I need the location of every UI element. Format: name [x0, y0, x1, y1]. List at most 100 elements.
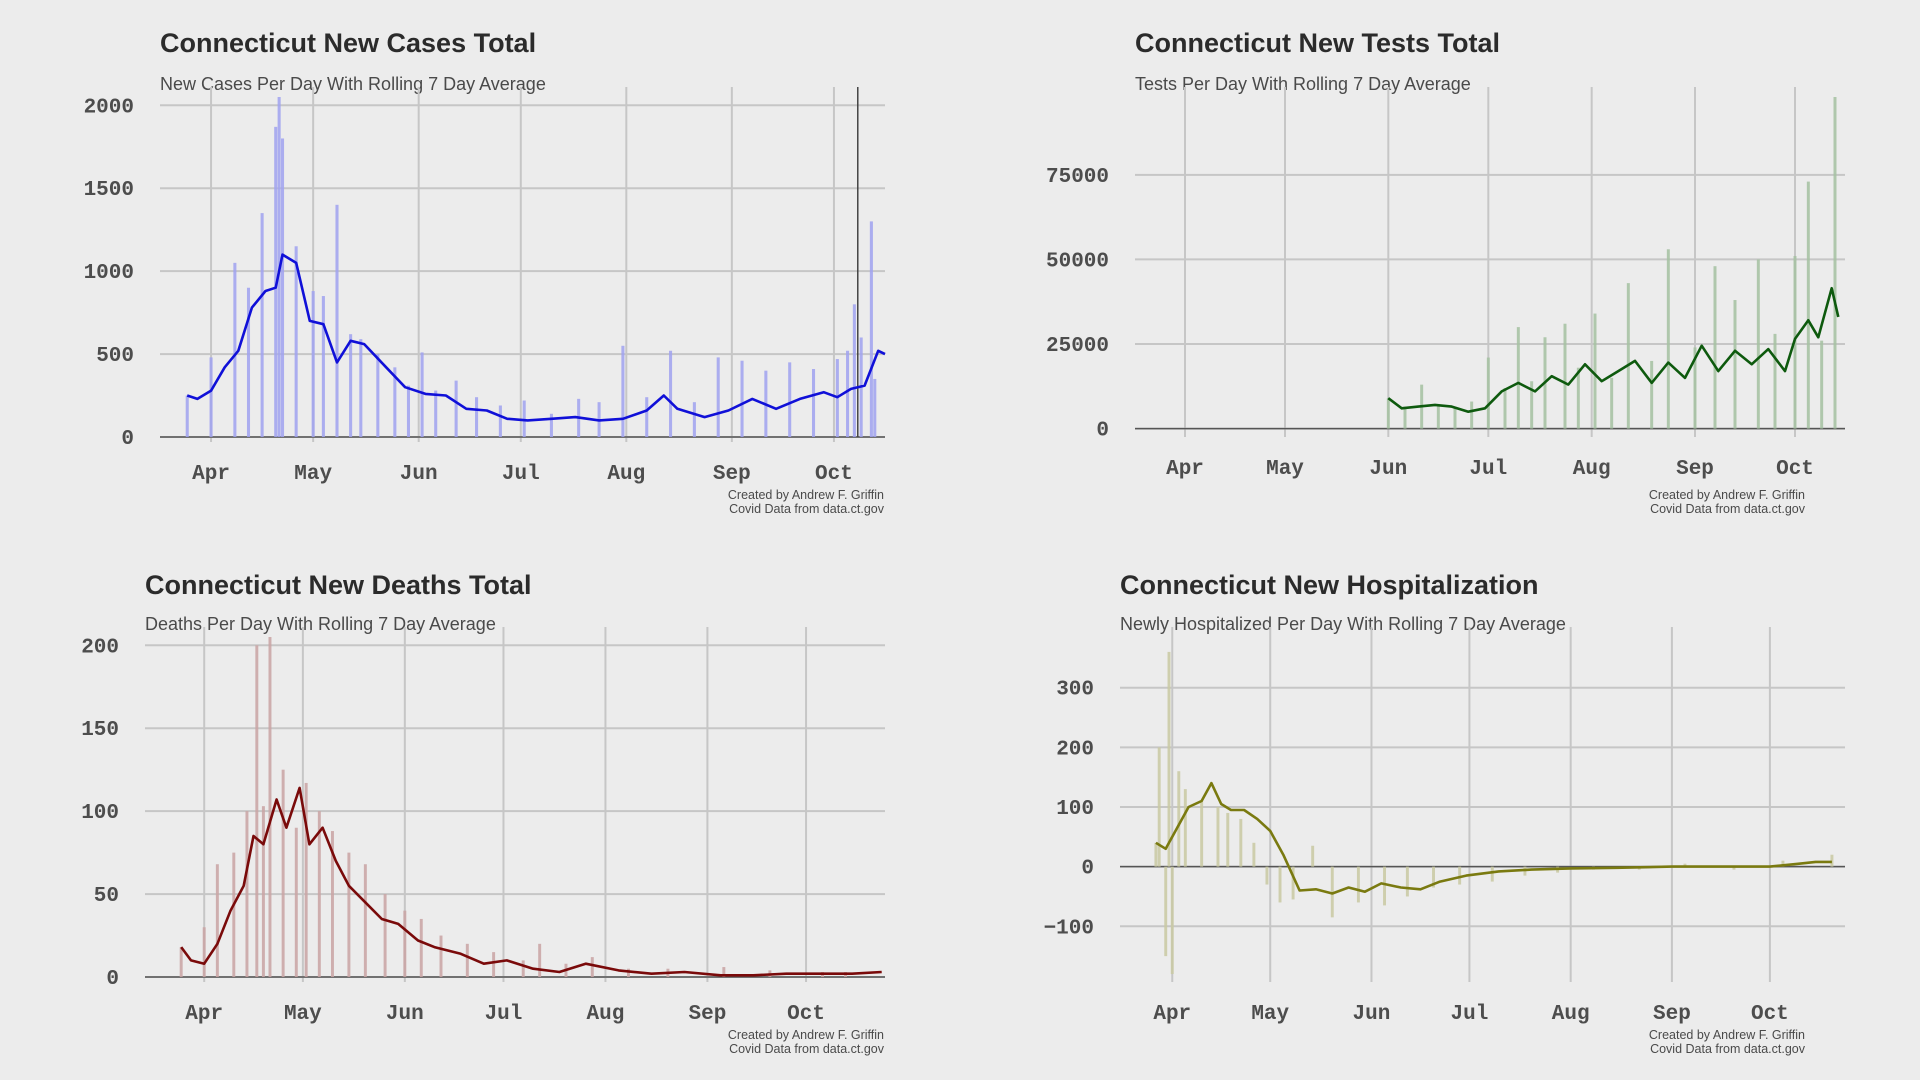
daily-bar — [1311, 845, 1315, 867]
caption-line-source: Covid Data from data.ct.gov — [1650, 502, 1805, 516]
cases-chart-panel: Connecticut New Cases Total New Cases Pe… — [0, 0, 960, 540]
x-tick-label: Aug — [587, 1003, 625, 1026]
daily-bar — [669, 350, 673, 437]
y-tick-label: 1500 — [84, 179, 134, 202]
daily-bar — [521, 960, 525, 977]
x-tick-label: May — [1251, 1003, 1289, 1026]
daily-bar — [869, 221, 873, 437]
daily-bar — [268, 637, 272, 977]
daily-bar — [1806, 181, 1810, 429]
caption-line-source: Covid Data from data.ct.gov — [1650, 1042, 1805, 1056]
daily-bar — [363, 864, 367, 977]
daily-bar — [522, 400, 526, 437]
x-tick-label: May — [294, 463, 332, 486]
daily-bar — [359, 339, 363, 437]
x-tick-label: Sep — [713, 463, 751, 486]
daily-bar — [1167, 651, 1171, 867]
daily-bar — [1164, 866, 1168, 957]
chart-title: Connecticut New Cases Total — [160, 28, 537, 58]
daily-bar — [439, 935, 443, 977]
chart-title: Connecticut New Hospitalization — [1120, 570, 1539, 600]
daily-bar — [1470, 401, 1474, 429]
daily-bar — [403, 910, 407, 977]
daily-bar — [294, 246, 298, 437]
x-tick-label: Jun — [1353, 1003, 1391, 1026]
daily-bar — [1403, 406, 1407, 429]
daily-bar — [335, 204, 339, 437]
x-tick-label: Jul — [1451, 1003, 1489, 1026]
daily-bar — [716, 357, 720, 437]
hospitalization-chart-plot: −100 0 100 200 300 Apr May Jun Jul Aug Sep Oct — [1044, 627, 1845, 1026]
daily-bar — [1773, 333, 1777, 429]
x-tick-label: Oct — [815, 463, 853, 486]
daily-bar — [1453, 408, 1457, 429]
daily-bar — [811, 369, 816, 437]
daily-bar — [419, 918, 423, 977]
daily-bar — [1177, 771, 1181, 867]
daily-bar — [1820, 340, 1824, 429]
y-tick-label: 500 — [96, 345, 134, 368]
daily-bar — [1330, 866, 1334, 918]
chart-caption: Created by Andrew F. Griffin Covid Data … — [728, 488, 884, 516]
daily-bar — [1576, 367, 1580, 429]
daily-bar — [1239, 818, 1243, 867]
y-tick-label: 150 — [81, 719, 119, 742]
daily-bar — [1486, 357, 1490, 429]
caption-line-author: Created by Andrew F. Griffin — [1648, 1028, 1805, 1042]
daily-bar — [185, 395, 189, 437]
daily-bar — [1252, 842, 1256, 867]
daily-bar — [260, 213, 264, 437]
x-tick-label: Aug — [1573, 458, 1611, 481]
rolling-average-line — [180, 786, 882, 977]
x-tick-label: Sep — [688, 1003, 726, 1026]
caption-line-source: Covid Data from data.ct.gov — [729, 1042, 884, 1056]
daily-bar — [383, 894, 387, 977]
caption-line-author: Created by Andrew F. Griffin — [727, 488, 884, 502]
daily-bar — [1516, 327, 1520, 429]
y-tick-label: 200 — [81, 636, 119, 659]
y-tick-label: 100 — [81, 802, 119, 825]
x-tick-label: Jun — [400, 463, 438, 486]
x-tick-label: Sep — [1676, 458, 1714, 481]
daily-bar — [498, 405, 502, 437]
daily-bar — [1278, 866, 1282, 903]
daily-bar — [1530, 381, 1534, 429]
daily-bar — [1386, 398, 1390, 429]
daily-bar — [538, 943, 542, 977]
daily-bar — [626, 968, 630, 977]
tests-chart-plot: 0 25000 50000 75000 Apr May Jun Jul Aug Sep Oct — [1046, 87, 1845, 481]
daily-bar — [1626, 283, 1630, 429]
y-tick-label: 50 — [94, 885, 119, 908]
x-tick-label: Jun — [386, 1003, 424, 1026]
tests-chart-panel: Connecticut New Tests Total Tests Per Da… — [960, 0, 1920, 540]
daily-bar — [349, 334, 353, 437]
daily-bar — [1490, 866, 1494, 882]
chart-title: Connecticut New Deaths Total — [145, 570, 532, 600]
daily-bar — [1226, 812, 1230, 867]
daily-bar — [321, 296, 325, 437]
daily-bar — [1154, 842, 1158, 867]
daily-bar — [281, 138, 285, 437]
rolling-average-line — [186, 253, 886, 422]
y-tick-label: 75000 — [1046, 166, 1109, 189]
x-tick-label: Jul — [502, 463, 540, 486]
daily-bar — [1458, 866, 1462, 885]
x-tick-label: Sep — [1653, 1003, 1691, 1026]
daily-bar — [420, 352, 424, 437]
daily-bar — [1503, 388, 1507, 429]
daily-bar — [722, 967, 726, 977]
daily-bar — [393, 367, 397, 437]
daily-bar — [294, 827, 298, 977]
daily-bar — [434, 390, 438, 437]
y-tick-label: 25000 — [1046, 335, 1109, 358]
x-tick-label: Apr — [192, 463, 230, 486]
daily-bar — [179, 947, 183, 977]
daily-bar — [852, 304, 856, 437]
caption-line-author: Created by Andrew F. Griffin — [1648, 488, 1805, 502]
x-tick-label: Jun — [1369, 458, 1407, 481]
daily-bar — [1693, 347, 1697, 429]
daily-bar — [475, 397, 479, 437]
chart-caption: Created by Andrew F. Griffin Covid Data … — [728, 1028, 884, 1056]
daily-bar — [1356, 866, 1360, 903]
daily-bar — [281, 769, 285, 977]
